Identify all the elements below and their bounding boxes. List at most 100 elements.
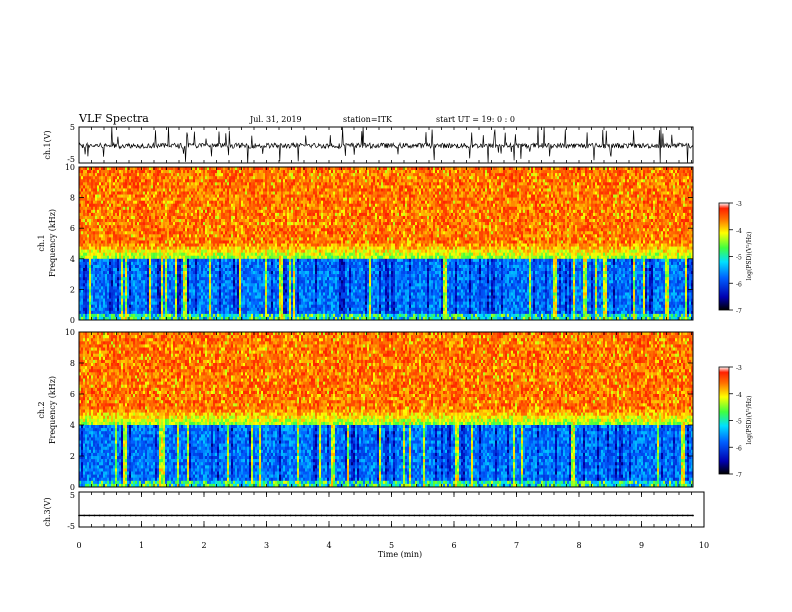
ch1-waveform-frame	[78, 126, 694, 164]
spectrogram-cell	[145, 228, 148, 232]
spectrogram-cell	[221, 264, 224, 269]
spectrogram-cell	[237, 274, 240, 278]
spectrogram-cell	[175, 212, 178, 217]
spectrogram-cell	[173, 170, 176, 174]
spectrogram-cell	[241, 234, 244, 238]
spectrogram-cell	[147, 283, 150, 287]
spectrogram-cell	[183, 228, 186, 232]
spectrogram-cell	[193, 167, 196, 171]
spectrogram-cell	[93, 264, 96, 269]
spectrogram-cell	[237, 255, 240, 260]
spectrogram-cell	[251, 255, 254, 260]
spectrogram-cell	[233, 185, 236, 189]
spectrogram-cell	[237, 219, 240, 223]
spectrogram-cell	[165, 304, 168, 309]
spectrogram-cell	[257, 261, 260, 266]
spectrogram-cell	[249, 240, 252, 244]
spectrogram-cell	[201, 240, 204, 244]
spectrogram-cell	[167, 200, 170, 205]
spectrogram-cell	[261, 209, 264, 214]
spectrogram-cell	[151, 209, 154, 214]
spectrogram-cell	[229, 222, 232, 226]
spectrogram-cell	[233, 203, 236, 208]
spectrogram-cell	[129, 194, 132, 198]
spectrogram-cell	[167, 179, 170, 183]
spectrogram-cell	[237, 194, 240, 198]
spectrogram-cell	[169, 200, 172, 205]
spectrogram-cell	[165, 258, 168, 263]
spectrogram-cell	[233, 170, 236, 174]
spectrogram-cell	[133, 222, 136, 226]
spectrogram-cell	[147, 274, 150, 278]
spectrogram-cell	[183, 307, 186, 312]
spectrogram-cell	[213, 313, 216, 318]
spectrogram-cell	[153, 215, 156, 220]
spectrogram-cell	[149, 225, 152, 229]
spectrogram-cell	[173, 188, 176, 192]
spectrogram-cell	[143, 286, 146, 290]
spectrogram-cell	[227, 228, 230, 232]
spectrogram-cell	[251, 274, 254, 278]
spectrogram-cell	[147, 176, 150, 180]
spectrogram-cell	[213, 277, 216, 281]
spectrogram-cell	[105, 246, 108, 250]
spectrogram-cell	[227, 203, 230, 208]
spectrogram-cell	[277, 182, 280, 186]
spectrogram-cell	[191, 264, 194, 269]
spectrogram-cell	[249, 271, 252, 275]
spectrogram-cell	[91, 304, 94, 309]
spectrogram-cell	[205, 225, 208, 229]
spectrogram-cell	[211, 225, 214, 229]
spectrogram-cell	[273, 219, 276, 223]
spectrogram-cell	[237, 310, 240, 315]
spectrogram-cell	[255, 274, 258, 278]
spectrogram-cell	[247, 194, 250, 198]
spectrogram-cell	[223, 255, 226, 260]
spectrogram-cell	[137, 252, 140, 257]
spectrogram-cell	[109, 203, 112, 208]
spectrogram-cell	[271, 200, 274, 205]
spectrogram-cell	[83, 313, 86, 318]
spectrogram-cell	[127, 307, 130, 312]
spectrogram-cell	[141, 228, 144, 232]
spectrogram-cell	[175, 261, 178, 266]
spectrogram-cell	[187, 301, 190, 305]
spectrogram-cell	[123, 237, 126, 241]
spectrogram-cell	[187, 219, 190, 223]
spectrogram-cell	[95, 179, 98, 183]
spectrogram-cell	[157, 182, 160, 186]
spectrogram-cell	[135, 249, 138, 253]
spectrogram-cell	[111, 170, 114, 174]
spectrogram-cell	[127, 289, 130, 293]
spectrogram-cell	[203, 188, 206, 192]
spectrogram-cell	[117, 200, 120, 205]
spectrogram-cell	[151, 167, 154, 171]
spectrogram-cell	[243, 237, 246, 241]
spectrogram-cell	[243, 283, 246, 287]
spectrogram-cell	[151, 203, 154, 208]
spectrogram-cell	[231, 292, 234, 296]
spectrogram-cell	[87, 194, 90, 198]
spectrogram-cell	[145, 264, 148, 269]
spectrogram-cell	[277, 209, 280, 214]
spectrogram-cell	[157, 206, 160, 211]
spectrogram-cell	[187, 203, 190, 208]
spectrogram-cell	[187, 215, 190, 220]
spectrogram-cell	[195, 170, 198, 174]
spectrogram-cell	[215, 246, 218, 250]
spectrogram-cell	[253, 298, 256, 302]
spectrogram-cell	[259, 215, 262, 220]
spectrogram-cell	[117, 301, 120, 305]
spectrogram-cell	[103, 215, 106, 220]
spectrogram-cell	[217, 240, 220, 244]
spectrogram-cell	[227, 237, 230, 241]
spectrogram-cell	[125, 182, 128, 186]
spectrogram-cell	[221, 231, 224, 235]
spectrogram-cell	[107, 255, 110, 260]
spectrogram-cell	[153, 231, 156, 235]
spectrogram-cell	[199, 222, 202, 226]
spectrogram-cell	[125, 271, 128, 275]
spectrogram-cell	[119, 191, 122, 195]
spectrogram-cell	[137, 225, 140, 229]
spectrogram-cell	[221, 182, 224, 186]
